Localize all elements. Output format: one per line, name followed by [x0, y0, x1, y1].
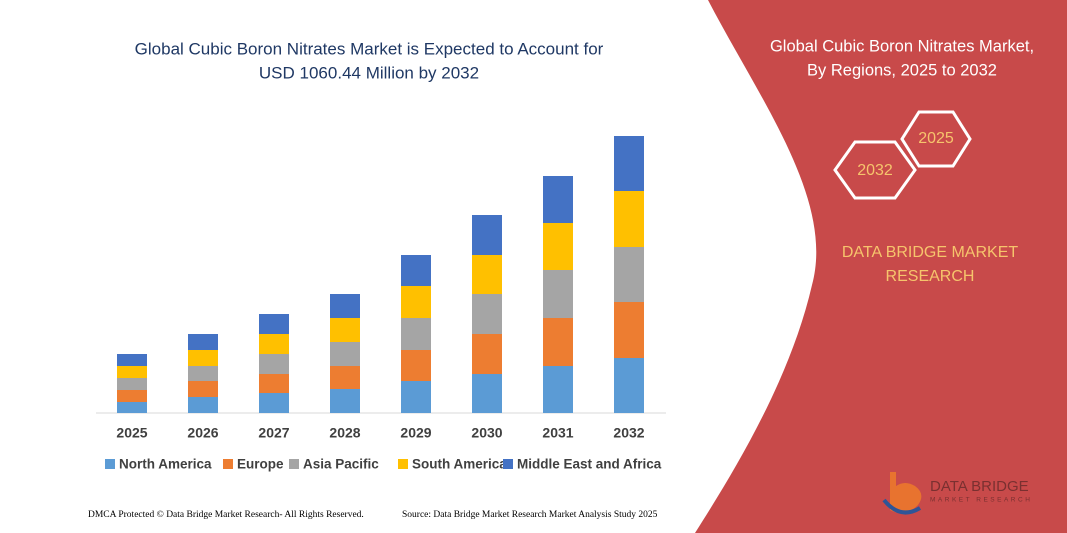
legend-swatch	[223, 459, 233, 469]
bar-segment	[401, 286, 431, 318]
bar-segment	[614, 191, 644, 247]
bar-segment	[614, 302, 644, 358]
bar-segment	[401, 350, 431, 381]
legend-swatch	[105, 459, 115, 469]
x-tick-label: 2030	[471, 425, 502, 441]
bar-segment	[259, 374, 289, 393]
bar-segment	[543, 223, 573, 270]
legend-label: Europe	[237, 457, 284, 472]
bar-segment	[472, 334, 502, 374]
legend-label: South America	[412, 457, 507, 472]
bar-segment	[188, 381, 218, 397]
bar-segment	[330, 318, 360, 342]
x-tick-label: 2032	[613, 425, 644, 441]
hex-label: 2032	[857, 162, 893, 179]
bar-segment	[543, 270, 573, 318]
hexagon	[900, 110, 972, 168]
x-tick-label: 2029	[400, 425, 431, 441]
bar-segment	[188, 334, 218, 350]
logo: DATA BRIDGE MARKET RESEARCH	[882, 472, 1032, 515]
footer-right: Source: Data Bridge Market Research Mark…	[402, 510, 658, 520]
footer-left: DMCA Protected © Data Bridge Market Rese…	[88, 509, 364, 520]
bar-segment	[259, 314, 289, 334]
bar-segment	[614, 136, 644, 191]
bar-segment	[188, 366, 218, 381]
bar-segment	[401, 381, 431, 413]
bar-segment	[117, 354, 147, 366]
x-tick-label: 2031	[542, 425, 573, 441]
brand-text: DATA BRIDGE MARKET	[842, 244, 1019, 261]
logo-sub: MARKET RESEARCH	[930, 497, 1032, 504]
bar-segment	[401, 255, 431, 286]
legend-label: North America	[119, 457, 212, 472]
bar-segment	[543, 366, 573, 413]
bar-segment	[472, 374, 502, 413]
x-tick-label: 2027	[258, 425, 289, 441]
bar-segment	[188, 397, 218, 413]
bar-segment	[259, 354, 289, 374]
x-tick-label: 2028	[329, 425, 360, 441]
legend-swatch	[503, 459, 513, 469]
bar-segment	[330, 342, 360, 366]
bar-segment	[117, 402, 147, 413]
hex-label: 2025	[918, 130, 954, 147]
bar-segment	[117, 366, 147, 378]
panel-title: Global Cubic Boron Nitrates Market,	[770, 37, 1034, 55]
side-panel	[695, 0, 1067, 533]
bar-segment	[117, 378, 147, 390]
brand-text: RESEARCH	[886, 268, 975, 285]
panel-title: By Regions, 2025 to 2032	[807, 61, 997, 79]
bar-segment	[330, 366, 360, 389]
legend-label: Middle East and Africa	[517, 457, 662, 472]
bar-segment	[614, 358, 644, 413]
bar-segment	[330, 294, 360, 318]
chart-title: Global Cubic Boron Nitrates Market is Ex…	[135, 39, 604, 58]
logo-icon	[890, 472, 922, 514]
logo-swoosh	[882, 498, 922, 515]
x-tick-label: 2025	[116, 425, 147, 441]
legend-label: Asia Pacific	[303, 457, 379, 472]
legend-swatch	[398, 459, 408, 469]
legend-swatch	[289, 459, 299, 469]
x-tick-label: 2026	[187, 425, 218, 441]
bar-segment	[472, 215, 502, 255]
bar-segment	[259, 334, 289, 354]
bar-segment	[330, 389, 360, 413]
bar-segment	[259, 393, 289, 413]
bar-segment	[117, 390, 147, 402]
bar-segment	[543, 176, 573, 223]
chart-title: USD 1060.44 Million by 2032	[259, 63, 479, 82]
bar-segment	[543, 318, 573, 366]
bar-segment	[614, 247, 644, 302]
bar-segment	[188, 350, 218, 366]
bar-segment	[472, 255, 502, 294]
bar-segment	[472, 294, 502, 334]
logo-name: DATA BRIDGE	[930, 478, 1029, 495]
bar-segment	[401, 318, 431, 350]
hexagon	[833, 140, 917, 200]
